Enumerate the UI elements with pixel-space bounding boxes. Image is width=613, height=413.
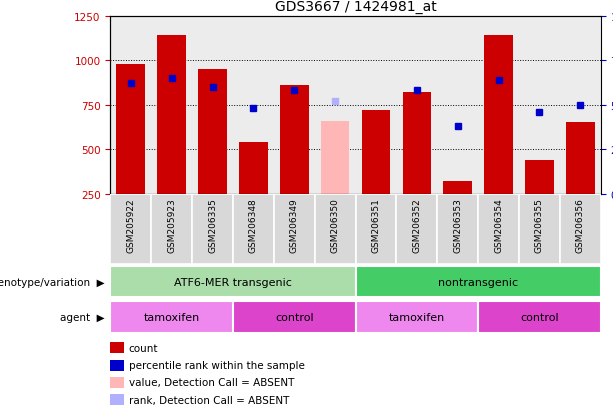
- Text: ATF6-MER transgenic: ATF6-MER transgenic: [174, 277, 292, 287]
- Text: GSM206349: GSM206349: [290, 197, 299, 252]
- Bar: [397, 17, 437, 194]
- Bar: [158, 36, 186, 194]
- Bar: [356, 266, 601, 298]
- Bar: [437, 194, 478, 264]
- Bar: [233, 301, 356, 333]
- Bar: [321, 121, 349, 194]
- Bar: [280, 86, 308, 194]
- Bar: [192, 194, 233, 264]
- Text: control: control: [275, 312, 314, 322]
- Text: GSM206355: GSM206355: [535, 197, 544, 252]
- Text: tamoxifen: tamoxifen: [143, 312, 200, 322]
- Bar: [110, 17, 151, 194]
- Bar: [110, 342, 124, 354]
- Bar: [519, 194, 560, 264]
- Bar: [110, 394, 124, 405]
- Bar: [110, 360, 124, 370]
- Text: agent  ▶: agent ▶: [59, 312, 104, 322]
- Bar: [314, 194, 356, 264]
- Text: tamoxifen: tamoxifen: [389, 312, 445, 322]
- Bar: [356, 301, 478, 333]
- Bar: [198, 70, 227, 194]
- Text: percentile rank within the sample: percentile rank within the sample: [129, 360, 305, 370]
- Bar: [362, 111, 390, 194]
- Text: GSM206354: GSM206354: [494, 197, 503, 252]
- Bar: [356, 194, 397, 264]
- Bar: [525, 160, 554, 194]
- Text: GSM206353: GSM206353: [453, 197, 462, 252]
- Text: count: count: [129, 343, 158, 353]
- Bar: [239, 142, 268, 194]
- Bar: [478, 194, 519, 264]
- Bar: [192, 17, 233, 194]
- Text: GSM205922: GSM205922: [126, 197, 135, 252]
- Bar: [484, 36, 513, 194]
- Text: value, Detection Call = ABSENT: value, Detection Call = ABSENT: [129, 377, 294, 387]
- Bar: [519, 17, 560, 194]
- Bar: [403, 93, 431, 194]
- Text: rank, Detection Call = ABSENT: rank, Detection Call = ABSENT: [129, 395, 289, 405]
- Text: nontransgenic: nontransgenic: [438, 277, 518, 287]
- Bar: [116, 64, 145, 194]
- Bar: [110, 377, 124, 388]
- Bar: [356, 17, 397, 194]
- Bar: [233, 17, 274, 194]
- Text: GSM206352: GSM206352: [413, 197, 421, 252]
- Bar: [110, 301, 233, 333]
- Bar: [560, 194, 601, 264]
- Bar: [566, 123, 595, 194]
- Bar: [233, 194, 274, 264]
- Title: GDS3667 / 1424981_at: GDS3667 / 1424981_at: [275, 0, 436, 14]
- Bar: [437, 17, 478, 194]
- Text: GSM205923: GSM205923: [167, 197, 176, 252]
- Bar: [560, 17, 601, 194]
- Text: GSM206335: GSM206335: [208, 197, 217, 252]
- Bar: [274, 194, 314, 264]
- Text: GSM206356: GSM206356: [576, 197, 585, 252]
- Bar: [110, 266, 356, 298]
- Text: genotype/variation  ▶: genotype/variation ▶: [0, 277, 104, 287]
- Bar: [314, 17, 356, 194]
- Text: control: control: [520, 312, 559, 322]
- Text: GSM206348: GSM206348: [249, 197, 258, 252]
- Bar: [274, 17, 314, 194]
- Bar: [443, 182, 472, 194]
- Text: GSM206350: GSM206350: [330, 197, 340, 252]
- Bar: [151, 17, 192, 194]
- Bar: [397, 194, 437, 264]
- Bar: [478, 17, 519, 194]
- Bar: [110, 194, 151, 264]
- Text: GSM206351: GSM206351: [371, 197, 381, 252]
- Bar: [151, 194, 192, 264]
- Bar: [478, 301, 601, 333]
